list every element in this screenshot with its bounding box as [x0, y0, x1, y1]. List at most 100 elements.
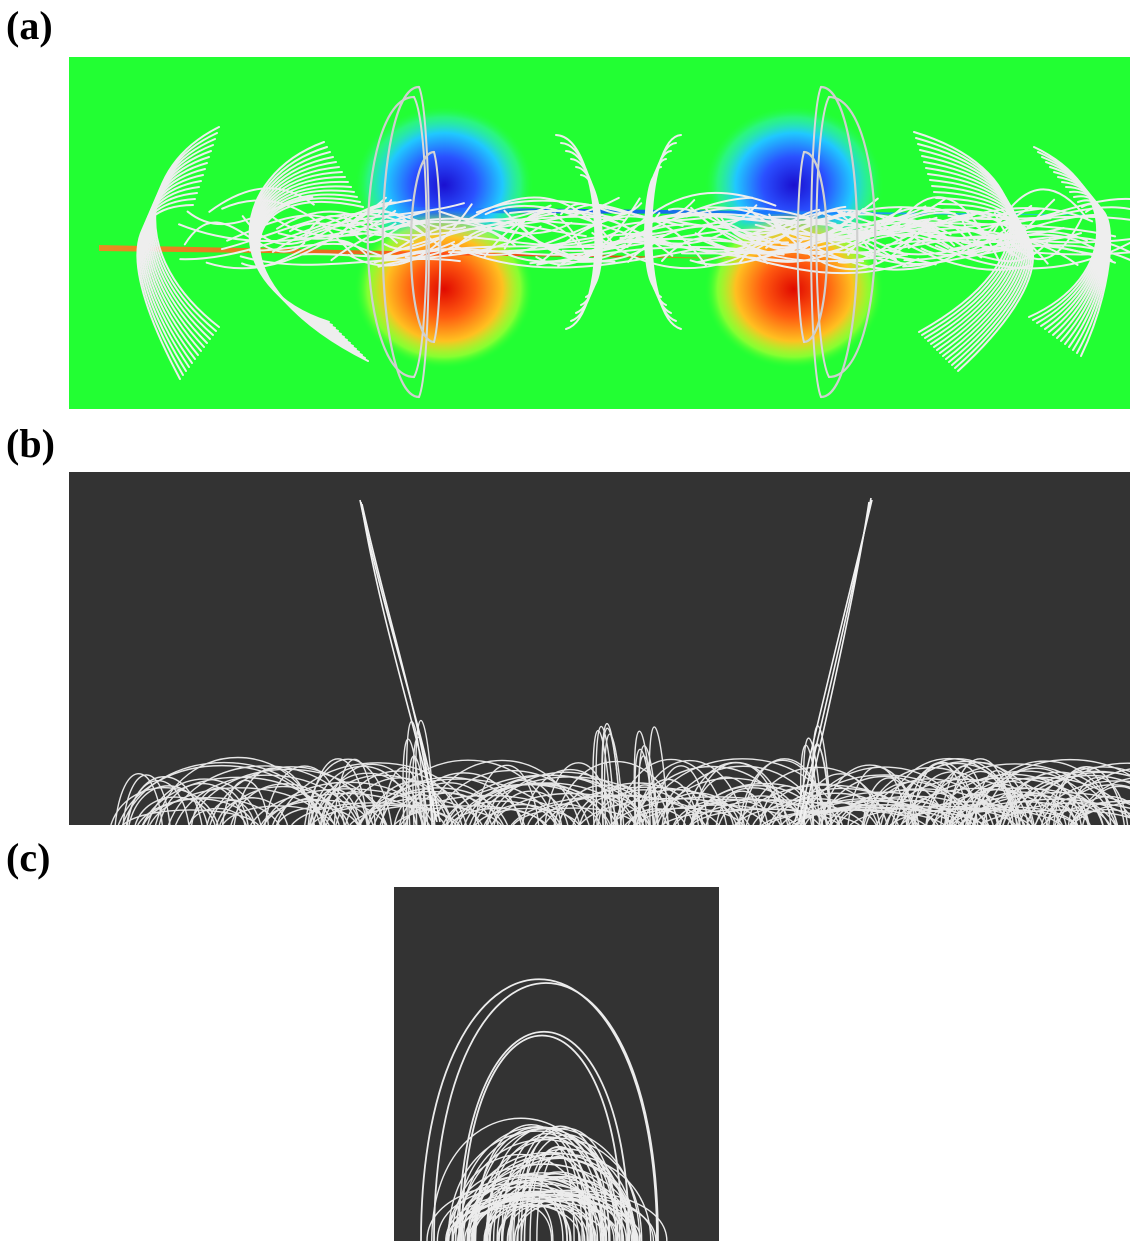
field-line [150, 144, 214, 340]
field-line [154, 756, 321, 825]
field-line [300, 240, 456, 258]
panel-label-b: (b) [6, 421, 55, 466]
field-line [466, 1176, 585, 1241]
field-line [981, 787, 1078, 825]
field-line [555, 134, 597, 330]
field-line [473, 1126, 603, 1241]
field-line [381, 85, 421, 399]
field-line [484, 1176, 619, 1241]
field-line [147, 156, 210, 348]
field-line [802, 150, 829, 344]
panel-label-c: (c) [6, 835, 51, 880]
field-line [647, 150, 672, 314]
field-line [1048, 171, 1104, 333]
field-line [433, 982, 659, 1241]
field-line [134, 796, 216, 825]
field-line [413, 96, 428, 378]
field-line [603, 733, 625, 825]
field-line [799, 744, 821, 825]
field-line [579, 797, 768, 825]
field-line [139, 192, 198, 372]
field-line [637, 755, 659, 825]
field-line [272, 798, 350, 825]
field-line [343, 215, 432, 244]
field-line [933, 191, 1029, 363]
field-line [151, 138, 216, 336]
field-line [690, 802, 735, 825]
panel-c-image [394, 887, 719, 1241]
field-line [493, 790, 569, 825]
field-line [319, 785, 368, 825]
field-line [819, 85, 859, 399]
field-line [445, 1190, 638, 1241]
field-line [818, 211, 1052, 231]
field-line [964, 238, 1051, 263]
field-line [467, 1153, 652, 1241]
field-line [560, 202, 643, 216]
field-line [140, 186, 200, 368]
field-line [527, 803, 602, 825]
field-line [230, 783, 340, 825]
field-line [125, 776, 203, 825]
field-line [221, 805, 336, 825]
field-line [929, 179, 1026, 357]
field-line [1040, 161, 1102, 327]
field-line [810, 86, 822, 398]
field-line [455, 1126, 621, 1241]
field-line [927, 173, 1024, 354]
panel-a-magnetogram [69, 57, 1130, 409]
field-line [934, 241, 1130, 270]
field-line [648, 726, 669, 825]
field-line [523, 1155, 592, 1241]
field-line [409, 150, 436, 344]
field-line [402, 738, 423, 825]
field-line [948, 794, 1111, 825]
field-line [183, 221, 306, 253]
field-line [835, 209, 1065, 240]
field-line [580, 174, 603, 290]
panel-b-open-field-lines [359, 497, 873, 823]
field-line [1070, 800, 1130, 825]
panel-b-image [69, 472, 1130, 825]
field-line [650, 134, 682, 330]
field-line [144, 168, 206, 356]
field-line [565, 150, 599, 314]
field-line [423, 760, 581, 825]
field-line [408, 755, 429, 825]
field-line [507, 196, 754, 263]
panel-c-end-view [394, 887, 719, 1241]
field-line [1072, 801, 1130, 825]
field-line [649, 142, 677, 322]
field-line [239, 255, 461, 266]
field-line [592, 730, 613, 825]
field-line [484, 204, 728, 245]
field-line [947, 214, 1130, 221]
field-line [1072, 199, 1110, 351]
field-line [1052, 176, 1105, 336]
field-line [438, 210, 573, 235]
field-line [935, 197, 1031, 366]
field-line [745, 206, 938, 242]
field-line [932, 773, 1091, 825]
field-line [738, 759, 828, 825]
field-line [634, 748, 655, 825]
field-line [399, 794, 577, 825]
field-line [690, 776, 762, 825]
field-line [1056, 181, 1106, 339]
field-line [209, 766, 374, 825]
field-line [110, 786, 219, 825]
field-line [923, 161, 1021, 348]
field-line [512, 807, 638, 825]
field-line [325, 806, 370, 825]
field-line [473, 1128, 617, 1241]
field-line [1076, 203, 1111, 354]
field-line [993, 212, 1083, 261]
field-line [600, 213, 797, 263]
field-line [418, 86, 430, 398]
field-line [117, 764, 326, 825]
field-line [536, 1147, 592, 1241]
field-line [122, 809, 259, 825]
field-line [752, 209, 886, 235]
field-line [311, 774, 454, 825]
field-line [694, 197, 879, 254]
